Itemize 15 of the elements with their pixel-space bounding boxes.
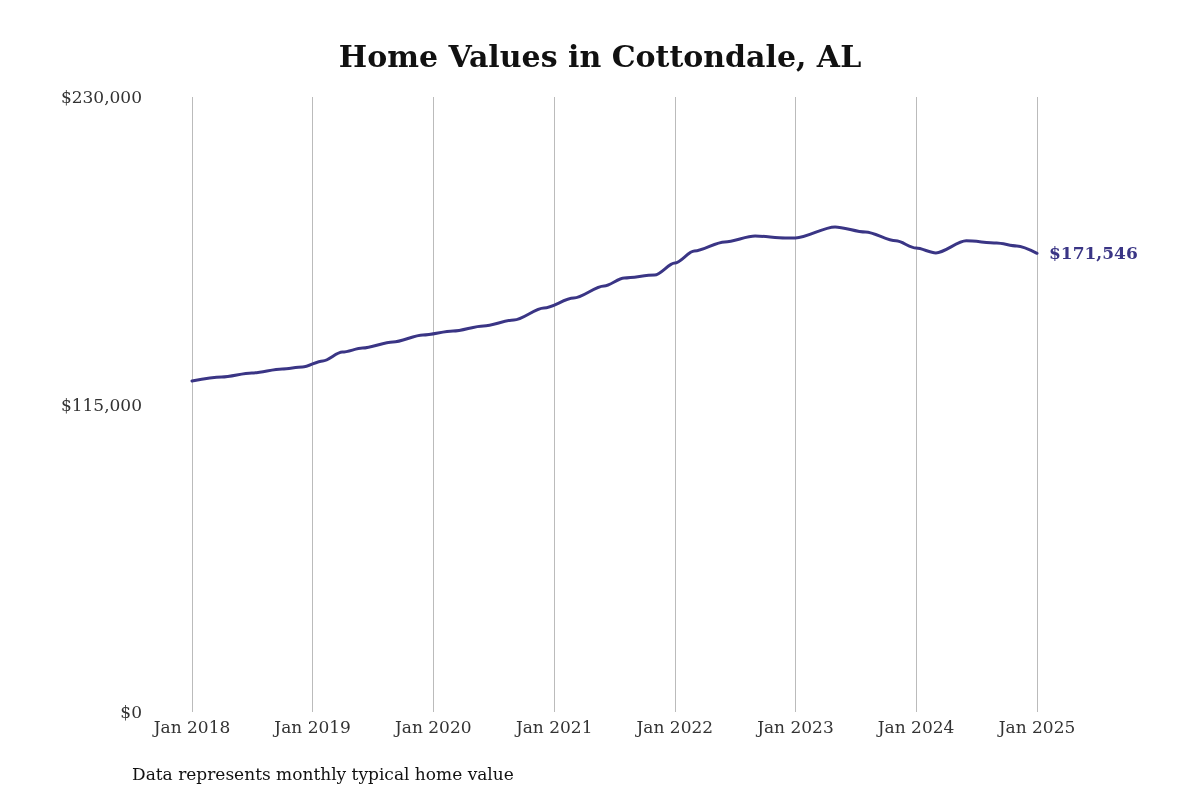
x-tick-label: Jan 2022 [634,716,714,737]
x-tick-label: Jan 2025 [996,716,1076,737]
x-tick-label: Jan 2018 [151,716,231,737]
y-tick-label: $230,000 [60,87,142,107]
x-tick-label: Jan 2023 [755,716,834,737]
x-tick-label: Jan 2020 [392,716,472,737]
line-series [190,225,1039,383]
text: Data represents monthly typical home value [132,763,514,784]
x-tick-label: Jan 2019 [272,716,351,737]
chart-title: Home Values in Cottondale, AL [338,38,862,74]
y-tick-label: $0 [120,702,142,722]
annotation: $171,546 [1049,243,1138,264]
x-tick-label: Jan 2021 [513,716,593,737]
y-tick-label: $115,000 [60,394,142,415]
x-tick-label: Jan 2024 [875,716,955,737]
